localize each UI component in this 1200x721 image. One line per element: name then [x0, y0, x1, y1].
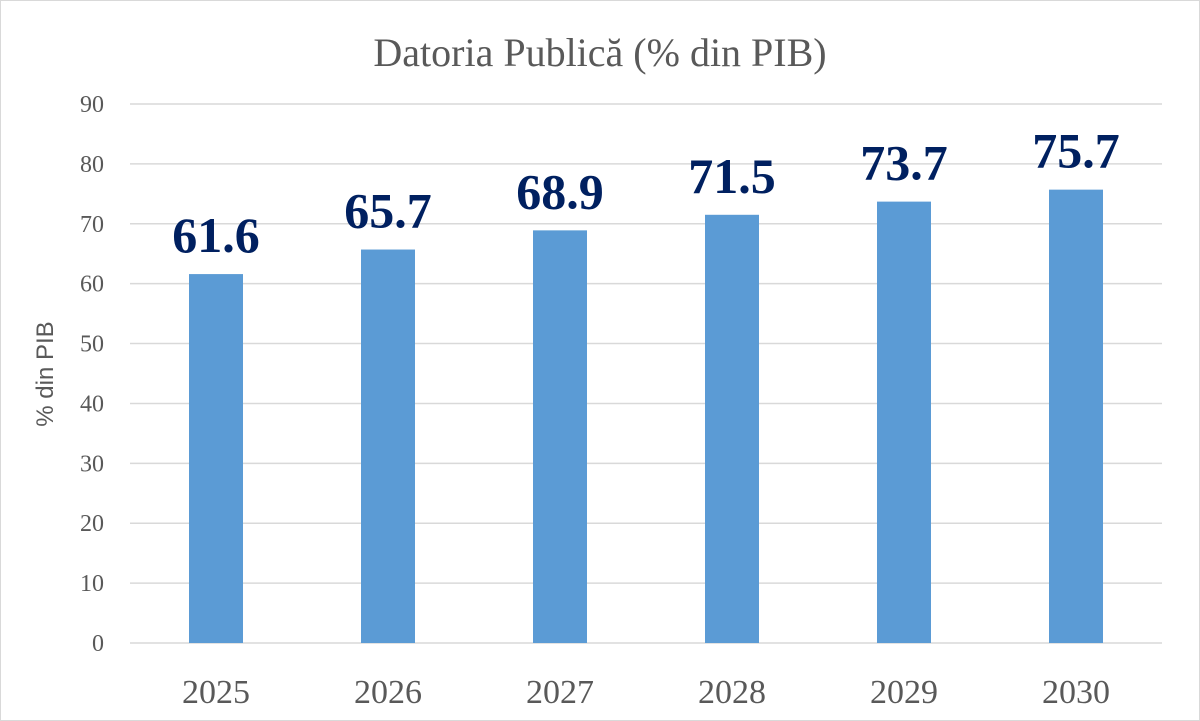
- y-tick-label: 0: [92, 631, 104, 657]
- gridlines: [130, 103, 1162, 644]
- data-label-2029: 73.7: [860, 135, 948, 191]
- x-tick-label: 2026: [354, 674, 422, 711]
- data-label-2028: 71.5: [688, 148, 776, 204]
- data-label-2030: 75.7: [1032, 123, 1120, 179]
- y-tick-label: 30: [80, 451, 104, 477]
- bars: [189, 189, 1103, 644]
- y-tick-label: 60: [80, 272, 104, 298]
- y-tick-label: 80: [80, 152, 104, 178]
- y-tick-label: 20: [80, 511, 104, 537]
- y-tick-label: 70: [80, 212, 104, 238]
- x-tick-label: 2030: [1042, 674, 1110, 711]
- x-tick-label: 2028: [698, 674, 766, 711]
- bar-2025: [189, 274, 243, 643]
- y-tick-label: 40: [80, 391, 104, 417]
- bar-2029: [877, 201, 931, 643]
- x-axis-ticks: 2025 2026 2027 2028 2029 2030: [182, 674, 1110, 711]
- x-tick-label: 2027: [526, 674, 594, 711]
- bar-2026: [361, 249, 415, 643]
- data-label-2025: 61.6: [172, 207, 260, 263]
- data-label-2026: 65.7: [344, 183, 432, 239]
- data-label-2027: 68.9: [516, 163, 604, 219]
- bar-2028: [705, 214, 759, 644]
- chart-title: Datoria Publică (% din PIB): [373, 30, 827, 75]
- bar-2027: [533, 230, 587, 644]
- y-axis-ticks: 0 10 20 30 40 50 60 70 80 90: [80, 92, 104, 657]
- x-tick-label: 2025: [182, 674, 250, 711]
- y-tick-label: 50: [80, 332, 104, 358]
- x-tick-label: 2029: [870, 674, 938, 711]
- y-tick-label: 10: [80, 571, 104, 597]
- y-tick-label: 90: [80, 92, 104, 118]
- bar-2030: [1049, 189, 1103, 643]
- data-labels: 61.6 65.7 68.9 71.5 73.7 75.7: [172, 123, 1120, 263]
